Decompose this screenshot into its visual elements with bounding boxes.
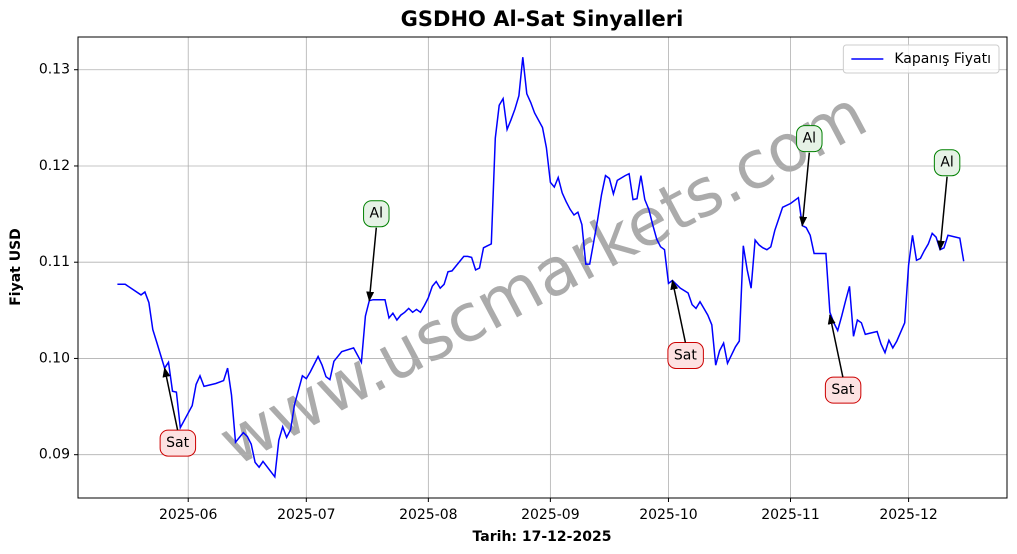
annotation-box [933,149,961,177]
annotation: Sat [667,279,704,369]
x-tick-label: 2025-11 [761,507,820,523]
annotation: Al [796,125,823,227]
annotation-arrow [936,176,948,251]
annotation-box [796,125,823,153]
legend-label: Kapanış Fiyatı [894,51,991,67]
x-tick-label: 2025-07 [277,507,336,523]
annotation-box [667,341,704,369]
annotation-box [159,429,197,457]
annotation-arrow [799,152,811,227]
x-tick-label: 2025-08 [399,507,458,523]
legend-box [842,44,1000,74]
plot-frame [77,36,1008,499]
annotation: Sat [824,314,862,404]
y-tick-label: 0.10 [39,350,70,366]
y-tick-label: 0.12 [39,158,70,174]
annotation-label: Al [370,206,383,222]
annotation-box [824,376,862,404]
y-axis-label: Fiyat USD [8,228,24,306]
annotation: Sat [159,367,197,457]
annotation: Al [933,149,961,251]
annotation-label: Sat [166,435,189,451]
annotation-arrow [162,367,179,431]
price-line [117,57,965,479]
x-tick-label: 2025-12 [879,507,938,523]
annotation-label: Al [803,131,816,147]
legend: Kapanış Fiyatı [842,44,1000,74]
x-tick-label: 2025-06 [159,507,218,523]
x-tick-label: 2025-10 [639,507,698,523]
annotation-label: Sat [674,347,697,363]
annotation-box [363,200,390,228]
x-axis-label: Tarih: 17-12-2025 [473,529,612,545]
annotation-arrow [827,314,844,378]
annotation-label: Sat [831,382,854,398]
x-tick-label: 2025-09 [521,507,580,523]
y-tick-label: 0.09 [39,447,70,463]
annotation-label: Al [940,155,953,171]
chart-title: GSDHO Al-Sat Sinyalleri [401,7,684,31]
annotation-arrow [670,279,687,343]
watermark: www.uscmarkets.com [207,75,879,481]
annotation: Al [363,200,390,302]
annotation-arrow [366,227,378,302]
y-tick-label: 0.13 [39,62,70,78]
y-tick-label: 0.11 [39,254,70,270]
